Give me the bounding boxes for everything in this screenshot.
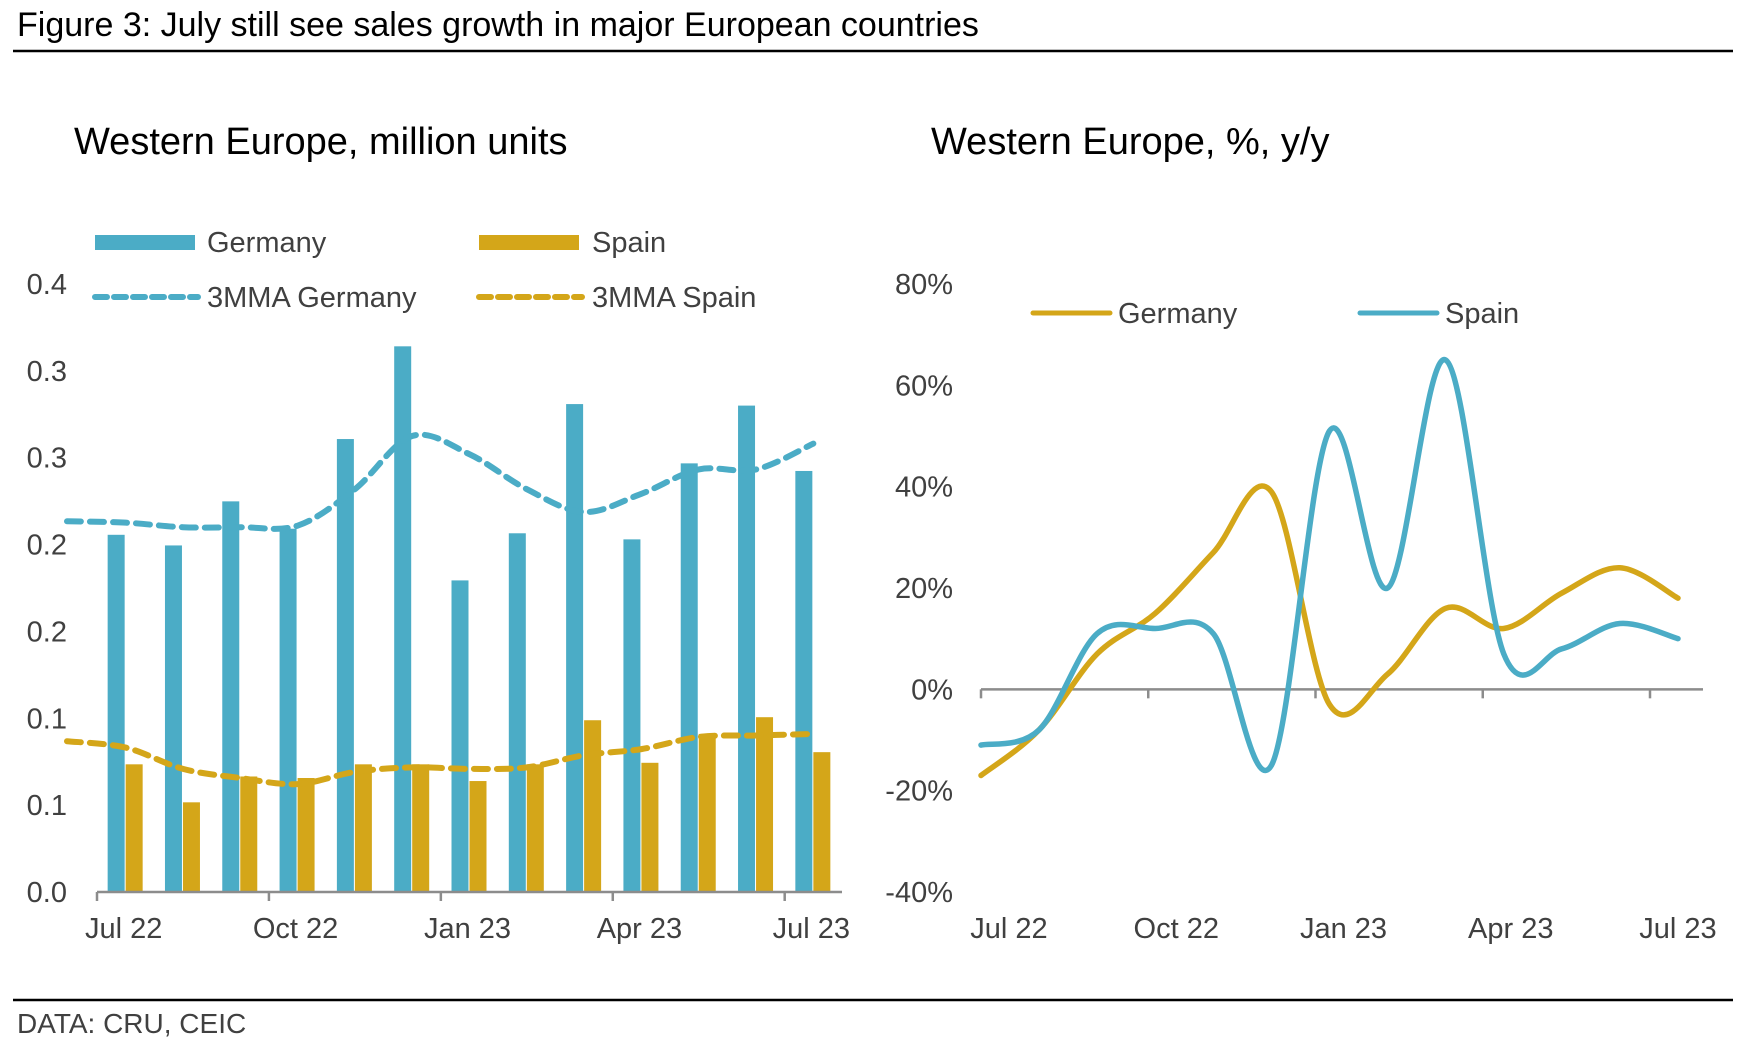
source-note: DATA: CRU, CEIC xyxy=(17,1008,246,1039)
legend-label-spain-bar: Spain xyxy=(592,227,666,259)
legend-label-3mma-spain: 3MMA Spain xyxy=(592,282,756,314)
legend-label-3mma-germany: 3MMA Germany xyxy=(207,282,417,314)
x-tick-label: Oct 22 xyxy=(1134,913,1219,945)
legend-swatch-germany-bar xyxy=(95,235,195,250)
bar-germany xyxy=(566,404,584,892)
x-tick-label: Jul 23 xyxy=(773,913,850,945)
bar-germany xyxy=(508,533,526,892)
x-tick-label: Jul 22 xyxy=(970,913,1047,945)
legend-swatch-spain-bar xyxy=(479,235,579,250)
bar-spain xyxy=(813,752,831,892)
x-tick-label: Jan 23 xyxy=(424,913,511,945)
units-y-axis: 0.0 0.1 0.1 0.2 0.2 0.3 0.3 0.4 xyxy=(27,269,67,909)
x-tick-label: Jul 22 xyxy=(85,913,162,945)
x-tick-label: Jul 23 xyxy=(1639,913,1716,945)
y-tick-label: 0.0 xyxy=(27,877,67,909)
line-3mma-spain xyxy=(64,730,817,788)
growth-y-axis: -40% -20% 0% 20% 40% 60% 80% xyxy=(885,269,953,909)
bar-spain xyxy=(125,764,143,892)
bar-germany xyxy=(795,470,813,892)
x-tick-label: Oct 22 xyxy=(253,913,338,945)
growth-chart: Western Europe, %, y/y Germany Spain -40… xyxy=(885,121,1716,945)
units-bars xyxy=(107,346,831,892)
y-tick-label: -40% xyxy=(885,877,953,909)
y-tick-label: 0.4 xyxy=(27,269,67,301)
bar-spain xyxy=(584,720,602,892)
bar-germany xyxy=(680,463,698,892)
y-tick-label: 40% xyxy=(895,472,953,504)
bar-germany xyxy=(164,545,182,892)
bar-spain xyxy=(297,778,315,892)
legend-label-germany-line: Germany xyxy=(1118,298,1238,330)
y-tick-label: 20% xyxy=(895,573,953,605)
bar-spain xyxy=(469,781,487,892)
legend-label-germany-bar: Germany xyxy=(207,227,327,259)
growth-chart-title: Western Europe, %, y/y xyxy=(931,121,1329,163)
y-tick-label: 0.3 xyxy=(27,443,67,475)
line-spain xyxy=(978,357,1681,773)
y-tick-label: 0.1 xyxy=(27,703,67,735)
figure-title: Figure 3: July still see sales growth in… xyxy=(17,6,979,44)
bar-spain xyxy=(526,764,544,892)
units-x-axis: Jul 22 Oct 22 Jan 23 Apr 23 Jul 23 xyxy=(85,890,850,945)
bar-spain xyxy=(756,717,774,892)
bar-germany xyxy=(394,346,412,892)
x-tick-label: Apr 23 xyxy=(597,913,682,945)
growth-lines xyxy=(978,357,1681,779)
bar-germany xyxy=(451,580,469,892)
bar-spain xyxy=(354,764,372,892)
line-3mma-germany xyxy=(64,431,817,532)
x-tick-label: Jan 23 xyxy=(1300,913,1387,945)
bar-germany xyxy=(107,534,125,892)
legend-label-spain-line: Spain xyxy=(1445,298,1519,330)
bar-germany xyxy=(738,405,756,892)
units-moving-averages xyxy=(64,431,817,788)
y-tick-label: 0.3 xyxy=(27,356,67,388)
bar-germany xyxy=(279,528,297,892)
bar-germany xyxy=(623,539,641,892)
units-chart-title: Western Europe, million units xyxy=(74,121,568,163)
bar-spain xyxy=(641,762,659,892)
bar-germany xyxy=(222,501,240,892)
y-tick-label: -20% xyxy=(885,776,953,808)
x-tick-label: Apr 23 xyxy=(1468,913,1553,945)
y-tick-label: 0.1 xyxy=(27,790,67,822)
growth-x-axis: Jul 22 Oct 22 Jan 23 Apr 23 Jul 23 xyxy=(970,688,1717,945)
growth-legend: Germany Spain xyxy=(1030,298,1519,330)
bar-spain xyxy=(182,802,200,892)
y-tick-label: 0.2 xyxy=(27,530,67,562)
bar-spain xyxy=(412,764,430,892)
line-germany xyxy=(978,483,1681,779)
bar-germany xyxy=(336,439,354,892)
bar-spain xyxy=(240,776,258,892)
y-tick-label: 0% xyxy=(911,674,953,706)
units-chart: Western Europe, million units Germany Sp… xyxy=(27,121,850,945)
y-tick-label: 80% xyxy=(895,269,953,301)
y-tick-label: 0.2 xyxy=(27,616,67,648)
bar-spain xyxy=(698,733,716,892)
units-legend: Germany Spain 3MMA Germany 3MMA Spain xyxy=(92,227,756,314)
y-tick-label: 60% xyxy=(895,370,953,402)
